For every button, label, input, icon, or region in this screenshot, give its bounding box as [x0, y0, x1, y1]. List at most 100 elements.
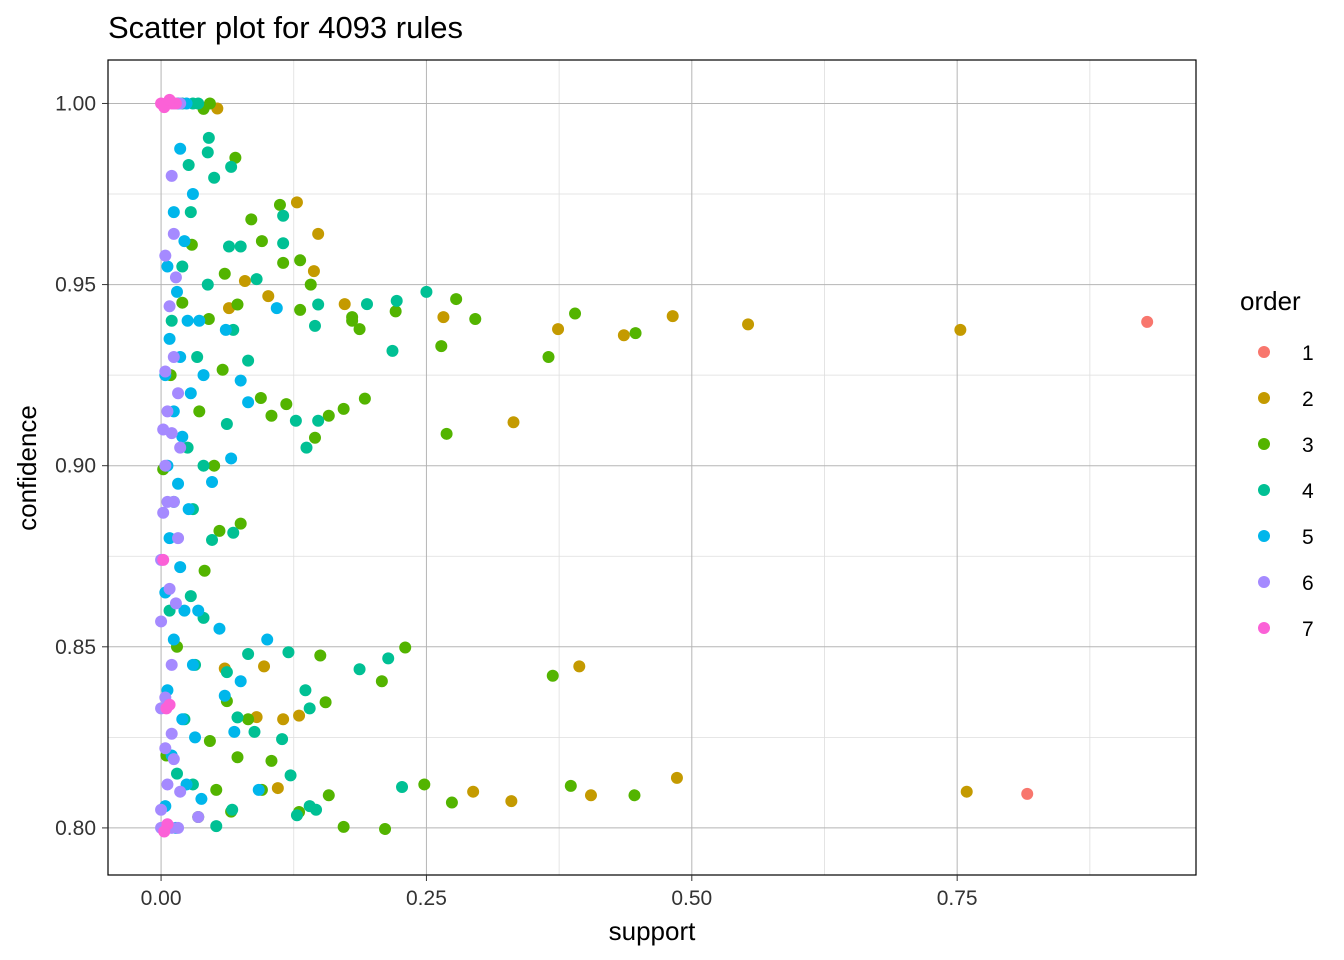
data-point-order-3 — [277, 256, 290, 269]
data-point-order-2 — [584, 789, 597, 802]
data-point-order-3 — [353, 323, 366, 336]
data-point-order-7 — [163, 93, 176, 106]
x-axis-ticks: 0.00 0.25 0.50 0.75 — [141, 875, 978, 910]
data-point-order-3 — [322, 409, 335, 422]
data-point-order-4 — [182, 159, 195, 172]
data-point-order-3 — [265, 409, 278, 422]
data-point-order-3 — [216, 363, 229, 376]
data-point-order-4 — [184, 206, 197, 219]
data-point-order-5 — [193, 314, 206, 327]
data-point-order-4 — [201, 146, 214, 159]
data-point-order-3 — [294, 254, 307, 267]
data-point-order-3 — [208, 459, 221, 472]
data-point-order-3 — [546, 669, 559, 682]
legend-key-3 — [1258, 438, 1270, 450]
legend-label: 6 — [1302, 572, 1314, 595]
data-point-order-3 — [245, 213, 258, 226]
data-point-order-5 — [186, 188, 199, 201]
data-point-order-3 — [435, 340, 448, 353]
legend-label: 1 — [1302, 342, 1314, 365]
data-point-order-3 — [231, 751, 244, 764]
data-point-order-6 — [159, 742, 172, 755]
data-point-order-3 — [629, 327, 642, 340]
data-point-order-2 — [437, 311, 450, 324]
legend-label: 5 — [1302, 526, 1314, 549]
data-point-order-3 — [280, 398, 293, 411]
data-point-order-2 — [617, 329, 630, 342]
data-point-order-2 — [258, 660, 271, 673]
data-point-order-4 — [386, 344, 399, 357]
data-point-order-3 — [265, 754, 278, 767]
data-point-order-2 — [467, 785, 480, 798]
data-point-order-4 — [192, 97, 205, 110]
data-point-order-4 — [382, 652, 395, 665]
data-point-order-6 — [167, 227, 180, 240]
data-point-order-3 — [322, 789, 335, 802]
data-point-order-3 — [418, 778, 431, 791]
data-point-order-4 — [170, 767, 183, 780]
data-point-order-3 — [346, 311, 359, 324]
data-point-order-3 — [193, 405, 206, 418]
data-point-order-6 — [172, 821, 185, 834]
data-point-order-3 — [337, 820, 350, 833]
data-point-order-3 — [210, 783, 223, 796]
data-point-order-5 — [163, 532, 176, 545]
data-point-order-3 — [255, 235, 268, 248]
legend-label: 2 — [1302, 388, 1314, 411]
y-axis-ticks: 0.80 0.85 0.90 0.95 1.00 — [55, 92, 108, 840]
data-point-order-4 — [206, 533, 219, 546]
legend-label: 4 — [1302, 480, 1314, 503]
data-point-order-5 — [234, 675, 247, 688]
data-point-order-5 — [178, 235, 191, 248]
data-point-order-3 — [337, 402, 350, 415]
data-point-order-4 — [231, 711, 244, 724]
data-point-order-2 — [290, 196, 303, 209]
data-point-order-2 — [670, 771, 683, 784]
data-point-order-6 — [167, 753, 180, 766]
data-point-order-2 — [742, 318, 755, 331]
data-point-order-2 — [507, 416, 520, 429]
data-point-order-5 — [225, 452, 238, 465]
data-point-order-5 — [161, 260, 174, 273]
data-point-order-3 — [294, 303, 307, 316]
data-point-order-4 — [242, 648, 255, 661]
data-point-order-4 — [184, 590, 197, 603]
data-point-order-2 — [552, 323, 565, 336]
data-point-order-4 — [303, 800, 316, 813]
data-point-order-6 — [157, 506, 170, 519]
data-point-order-3 — [319, 696, 332, 709]
chart-title: Scatter plot for 4093 rules — [108, 10, 463, 45]
data-point-order-4 — [220, 666, 233, 679]
data-point-order-4 — [250, 273, 263, 286]
legend-key-5 — [1258, 530, 1270, 542]
data-point-order-5 — [197, 369, 210, 382]
data-point-order-7 — [158, 825, 171, 838]
data-point-order-6 — [172, 387, 185, 400]
data-point-order-5 — [234, 374, 247, 387]
data-point-order-6 — [172, 532, 185, 545]
data-point-order-5 — [270, 302, 283, 315]
data-point-order-4 — [242, 354, 255, 367]
data-point-order-3 — [440, 427, 453, 440]
data-point-order-5 — [213, 622, 226, 635]
x-tick-label: 0.00 — [141, 887, 182, 910]
data-point-order-4 — [312, 414, 325, 427]
data-point-order-3 — [198, 564, 211, 577]
data-point-order-6 — [159, 365, 172, 378]
y-tick-label: 0.95 — [55, 274, 96, 297]
data-point-order-4 — [277, 237, 290, 250]
data-point-order-6 — [167, 351, 180, 364]
legend-title: order — [1240, 286, 1301, 316]
data-point-order-3 — [542, 351, 555, 364]
data-point-order-5 — [186, 658, 199, 671]
y-axis-label: confidence — [12, 405, 42, 531]
data-point-order-4 — [290, 809, 303, 822]
data-point-order-6 — [161, 405, 174, 418]
data-point-order-5 — [206, 475, 219, 488]
y-tick-label: 1.00 — [55, 92, 96, 115]
legend-key-1 — [1258, 346, 1270, 358]
data-point-order-4 — [353, 663, 366, 676]
data-point-order-5 — [182, 503, 195, 516]
data-point-order-4 — [197, 459, 210, 472]
data-point-order-3 — [379, 822, 392, 835]
